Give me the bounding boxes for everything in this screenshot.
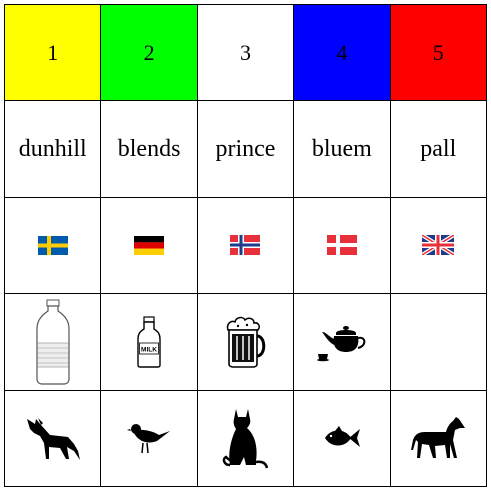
horse-icon [411,417,466,459]
house-3-cigar: prince [215,135,276,162]
house-3-number: 3 [239,39,251,65]
house-2-cigar: blends [117,135,181,162]
house-3-flag-cell [197,197,295,295]
house-1-flag-cell [5,197,102,295]
milk-label: MILK [141,346,157,353]
beer-mug-icon [227,316,266,368]
milk-bottle-icon: MILK [137,316,161,368]
house-3-cigar-cell: prince [197,101,295,198]
house-5-number: 5 [432,39,444,65]
house-2-number: 2 [143,39,155,65]
house-2-cigar-cell: blends [101,101,198,198]
water-bottle-icon [36,299,70,385]
house-5-drink-cell [390,294,487,391]
house-3-pet-cell [197,390,295,487]
fish-icon [324,426,360,448]
house-1-cigar: dunhill [18,135,87,162]
house-2-flag-cell [101,197,198,295]
norway-flag-icon [230,235,261,256]
house-5-cigar: pall [420,135,457,162]
house-4-pet-cell [294,390,391,487]
house-4-color-cell: 4 [294,5,391,102]
cat-icon [223,409,269,469]
teapot-icon [316,325,366,362]
germany-flag-icon [134,235,165,255]
dog-icon [26,418,80,461]
house-4-drink-cell [294,294,391,391]
house-3-color-cell: 3 [197,5,295,102]
puzzle-grid: 1 2 3 4 5 dunhill blends prince bluem pa… [4,4,487,487]
house-2-color-cell: 2 [101,5,198,102]
house-5-flag-cell [390,197,487,295]
denmark-flag-icon [326,235,357,256]
bird-icon [127,424,171,454]
house-1-cigar-cell: dunhill [5,101,102,198]
house-1-number: 1 [47,39,59,65]
house-1-pet-cell [5,390,102,487]
house-5-cigar-cell: pall [390,101,487,198]
house-5-color-cell: 5 [390,5,487,102]
house-1-drink-cell [5,294,102,391]
sweden-flag-icon [37,235,68,255]
house-4-number: 4 [336,39,348,65]
house-2-drink-cell: MILK [101,294,198,391]
house-4-cigar: bluem [311,135,372,162]
uk-flag-icon [422,235,455,256]
house-4-cigar-cell: bluem [294,101,391,198]
house-3-drink-cell [197,294,295,391]
house-5-pet-cell [390,390,487,487]
house-2-pet-cell [101,390,198,487]
house-4-flag-cell [294,197,391,295]
house-1-color-cell: 1 [5,5,102,102]
